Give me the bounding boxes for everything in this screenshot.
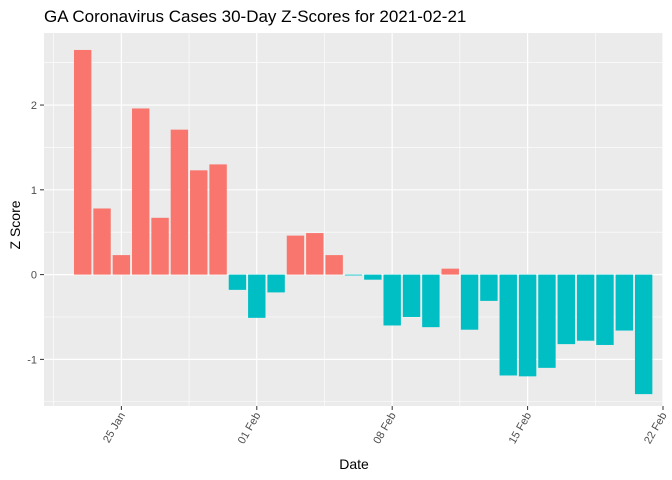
bar	[190, 170, 208, 275]
bar	[132, 108, 150, 275]
bar	[267, 274, 285, 293]
y-tick-label: 1	[31, 185, 37, 197]
bar	[209, 164, 227, 275]
bar	[518, 274, 537, 377]
bar	[402, 274, 421, 317]
bar	[557, 274, 575, 345]
bar	[441, 268, 459, 275]
bar	[460, 274, 479, 330]
bar	[286, 235, 305, 275]
x-axis-title: Date	[339, 456, 369, 472]
bars	[73, 49, 653, 395]
bar	[383, 274, 401, 326]
chart-title: GA Coronavirus Cases 30-Day Z-Scores for…	[44, 7, 466, 26]
bar	[228, 274, 247, 290]
bar	[248, 274, 266, 318]
x-tick-label: 15 Feb	[507, 411, 535, 447]
x-tick-label: 08 Feb	[371, 411, 399, 447]
bar	[151, 217, 169, 275]
x-axis: 25 Jan 01 Feb 08 Feb 15 Feb 22 Feb	[101, 406, 670, 446]
bar	[634, 274, 653, 395]
bar	[499, 274, 517, 376]
bar	[422, 274, 440, 328]
bar	[306, 233, 324, 275]
bar	[615, 274, 634, 331]
bar	[73, 49, 92, 275]
bar	[112, 255, 131, 275]
x-tick-label: 25 Jan	[101, 411, 128, 446]
bar	[480, 274, 498, 301]
x-tick-label: 01 Feb	[236, 411, 264, 447]
bar	[364, 274, 382, 280]
y-tick-label: 0	[31, 270, 37, 282]
bar	[344, 274, 363, 276]
y-tick-label: -1	[27, 354, 37, 366]
x-tick-label: 22 Feb	[642, 411, 670, 447]
y-axis: -1 0 1 2	[27, 100, 44, 366]
bar	[325, 255, 343, 275]
y-axis-title: Z Score	[7, 200, 23, 249]
bar	[170, 129, 189, 275]
y-tick-label: 2	[31, 100, 37, 112]
bar	[93, 208, 111, 275]
bar	[576, 274, 595, 341]
bar	[596, 274, 614, 345]
bar	[538, 274, 556, 368]
